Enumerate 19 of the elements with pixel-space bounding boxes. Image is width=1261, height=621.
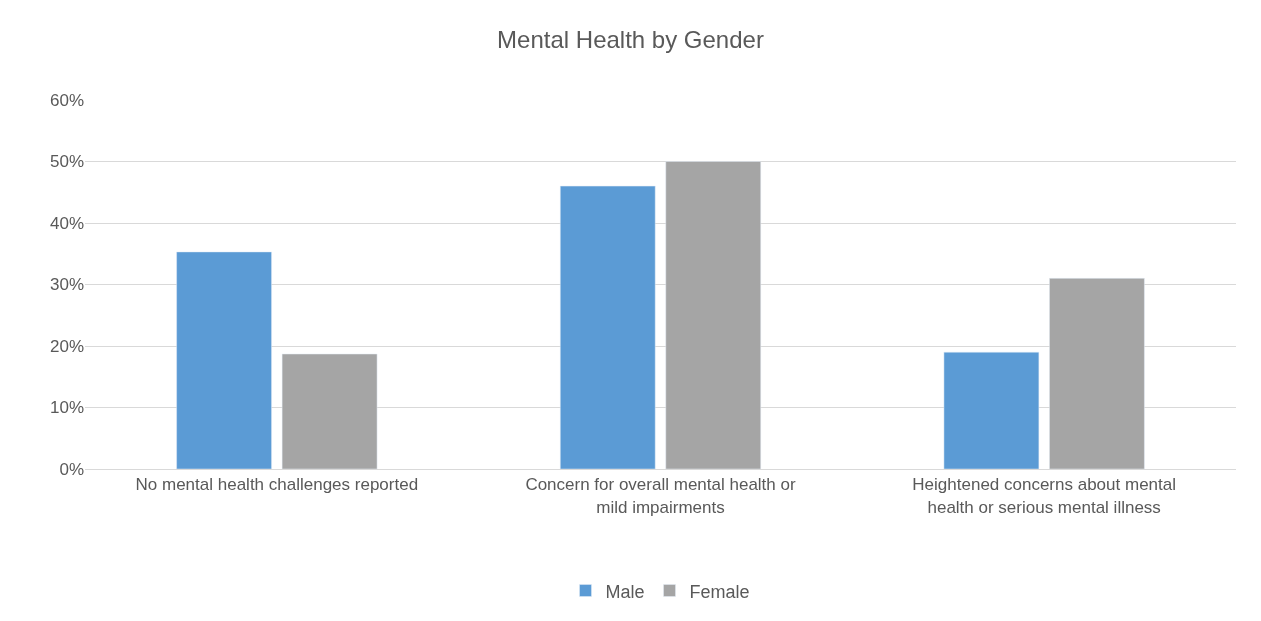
chart-title: Mental Health by Gender (497, 25, 764, 53)
bar (176, 251, 272, 469)
y-tick-label: 50% (49, 152, 84, 172)
legend-label: Female (689, 581, 750, 602)
bar (560, 185, 656, 469)
y-tick-label: 60% (49, 90, 84, 110)
x-tick-label: No mental health challenges reported (135, 475, 419, 495)
y-tick-label: 30% (49, 275, 84, 295)
y-tick-label: 10% (49, 398, 84, 418)
bar (665, 161, 761, 469)
bar (1049, 278, 1145, 469)
x-tick-label: Heightened concerns about mental health or serious mental illness (912, 475, 1177, 517)
x-tick-label: Concern for overall mental health or mild impairments (525, 475, 796, 517)
y-tick-label: 40% (49, 213, 84, 233)
bar (943, 351, 1040, 469)
bar (281, 353, 378, 469)
y-tick-label: 20% (49, 336, 84, 356)
y-tick-label: 0% (59, 459, 84, 479)
legend-label: Male (605, 581, 645, 602)
